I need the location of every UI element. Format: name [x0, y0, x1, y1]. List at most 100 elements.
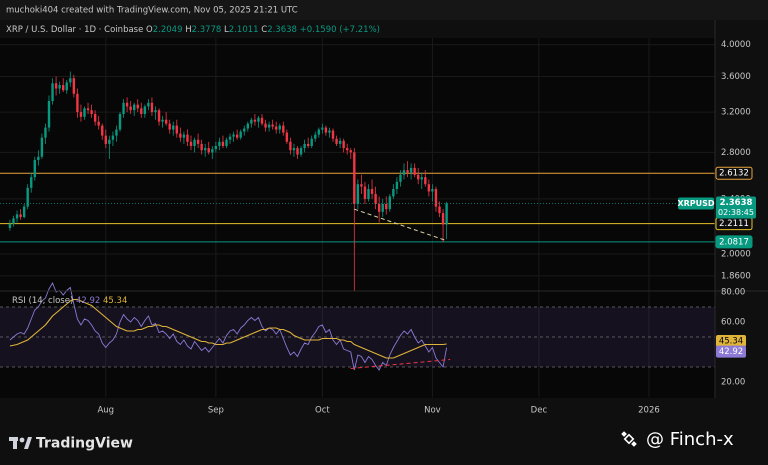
ohlc-value: 2.1011: [229, 25, 259, 35]
y-tick-label: 1.8600: [721, 271, 751, 281]
candle-body: [37, 156, 40, 161]
x-tick-label: Aug: [97, 406, 114, 416]
candle-body: [182, 134, 186, 138]
x-tick-label: Sep: [208, 406, 224, 416]
candle-body: [214, 145, 218, 150]
candle-body: [253, 119, 257, 122]
candle-body: [26, 187, 29, 207]
candle-body: [15, 214, 19, 219]
rsi-tick-label: 20.00: [721, 378, 745, 388]
candle-body: [246, 123, 250, 129]
trendline: [350, 359, 451, 369]
rsi-legend-value: 45.34: [103, 296, 127, 306]
candle-body: [381, 204, 384, 212]
candle-body: [164, 119, 168, 124]
ohlc-label: C: [261, 25, 267, 35]
candle-body: [243, 128, 246, 132]
ticker-label: XRPUSD: [677, 199, 714, 208]
candle-body: [445, 203, 448, 225]
candle-body: [65, 82, 68, 91]
candle-body: [388, 196, 392, 210]
logo-shape: [13, 437, 17, 449]
watermark: @ Finch-x: [621, 429, 734, 450]
ohlc-label: H: [185, 25, 191, 35]
candle-body: [232, 134, 235, 137]
y-tick-label: 2.0000: [721, 249, 751, 259]
candle-body: [115, 129, 118, 136]
change-pct: (+7.21%): [339, 25, 380, 35]
candle-body: [79, 112, 83, 117]
change: +0.1590: [300, 25, 337, 35]
candle-body: [44, 127, 47, 138]
candle-body: [189, 141, 193, 146]
candle-body: [8, 223, 12, 228]
candle-body: [342, 140, 345, 149]
candle-body: [356, 184, 360, 205]
current-price-tag: [716, 196, 756, 219]
candle-body: [250, 119, 253, 124]
candle-body: [140, 108, 143, 114]
candle-body: [324, 127, 328, 133]
rsi-value-tag: [716, 345, 746, 358]
ohlc-label: O: [146, 25, 153, 35]
candle-body: [200, 143, 203, 151]
candle-body: [147, 102, 150, 107]
candle-body: [111, 135, 115, 140]
ohlc-value: 2.3778: [192, 25, 222, 35]
current-price-label: 2.3638: [720, 198, 753, 208]
candle-body: [129, 106, 132, 111]
candle-body: [69, 78, 72, 83]
candle-body: [104, 135, 107, 144]
candle-body: [392, 189, 395, 197]
ohlc-label: L: [224, 25, 229, 35]
candle-body: [303, 143, 306, 149]
logo-shape: [19, 437, 25, 443]
candle-body: [292, 148, 296, 151]
candle-body: [328, 130, 331, 133]
author-line: muchoki404 created with TradingView.com,…: [6, 6, 298, 16]
candle-body: [72, 78, 76, 94]
candle-body: [118, 113, 122, 130]
candle-body: [402, 170, 406, 175]
candle-body: [395, 181, 399, 190]
candle-body: [207, 148, 210, 153]
symbol: XRP / U.S. Dollar · 1D · Coinbase: [6, 25, 143, 35]
candle-body: [310, 138, 313, 146]
candle-body: [196, 139, 200, 144]
candle-body: [370, 189, 374, 194]
candle-body: [150, 102, 154, 113]
candle-body: [296, 148, 299, 155]
y-tick-label: 2.8000: [721, 148, 751, 158]
candle-body: [125, 102, 129, 107]
candle-body: [40, 137, 44, 157]
plot-area: [0, 38, 715, 398]
candle-body: [367, 189, 370, 199]
candle-body: [441, 213, 445, 225]
watermark-text: @ Finch-x: [646, 429, 734, 450]
candle-body: [203, 148, 207, 151]
candle-body: [54, 83, 58, 89]
candle-body: [374, 193, 377, 205]
ohlc-value: 2.3638: [267, 25, 297, 35]
candle-body: [346, 148, 349, 151]
footer-bar: [0, 427, 768, 465]
candle-body: [33, 160, 36, 178]
candle-body: [424, 177, 427, 185]
candle-body: [306, 143, 310, 146]
price-level-tag: [715, 235, 753, 249]
price-level-label: 2.2111: [719, 219, 749, 229]
candle-body: [168, 123, 171, 130]
candle-body: [349, 150, 352, 153]
candle-body: [335, 138, 338, 144]
candle-body: [331, 130, 335, 139]
candle-body: [317, 129, 321, 135]
price-level-label: 2.6132: [719, 169, 749, 179]
candle-body: [211, 149, 214, 153]
candle-body: [438, 206, 441, 214]
candle-body: [353, 152, 356, 205]
candle-body: [385, 204, 388, 210]
candle-body: [19, 214, 22, 218]
candle-body: [399, 174, 402, 182]
